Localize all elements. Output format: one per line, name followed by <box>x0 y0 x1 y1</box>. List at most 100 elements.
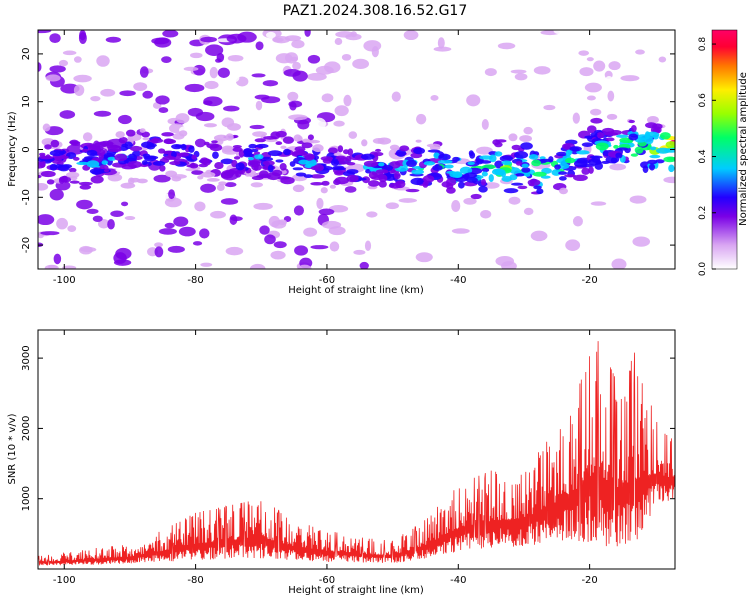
heatmap-cell <box>73 74 92 83</box>
heatmap-cell <box>523 207 534 216</box>
heatmap-cell <box>426 143 441 148</box>
heatmap-cell <box>334 37 343 46</box>
heatmap-cell <box>536 188 544 195</box>
heatmap-cell <box>200 36 218 43</box>
heatmap-cell <box>658 56 667 63</box>
heatmap-cell <box>451 228 470 234</box>
heatmap-cell <box>389 144 400 151</box>
heatmap-cell <box>605 137 615 142</box>
heatmap-cell <box>272 37 284 43</box>
heatmap-cell <box>423 161 436 166</box>
heatmap-cell <box>332 165 345 170</box>
heatmap-cell <box>375 169 389 174</box>
heatmap-cell <box>377 137 392 145</box>
colorbar-tick-label: 0.8 <box>698 37 708 52</box>
spectrogram-y-label: Frequency (Hz) <box>7 111 18 187</box>
heatmap-cell <box>124 215 136 221</box>
heatmap-cell <box>423 181 429 187</box>
heatmap-cell <box>57 164 70 172</box>
spectrogram-blobs <box>38 30 675 269</box>
heatmap-cell <box>590 108 602 116</box>
heatmap-cell <box>645 131 660 138</box>
heatmap-cell <box>263 135 277 140</box>
heatmap-cell <box>652 123 663 130</box>
heatmap-cell <box>46 179 55 185</box>
heatmap-cell <box>297 264 312 269</box>
heatmap-cell <box>79 184 92 190</box>
heatmap-cell <box>49 33 61 44</box>
heatmap-cell <box>201 171 216 178</box>
heatmap-cell <box>628 119 635 124</box>
heatmap-cell <box>501 175 513 182</box>
heatmap-cell <box>569 146 582 152</box>
heatmap-cell <box>588 166 594 174</box>
heatmap-cell <box>343 94 352 107</box>
heatmap-cell <box>224 182 237 188</box>
heatmap-cell <box>293 134 302 142</box>
heatmap-cell <box>625 226 633 237</box>
heatmap-cell <box>288 100 303 108</box>
heatmap-cell <box>165 170 178 178</box>
heatmap-cell <box>251 73 266 78</box>
heatmap-cell <box>307 134 314 141</box>
heatmap-cell <box>647 116 659 124</box>
heatmap-cell <box>391 91 401 102</box>
heatmap-cell <box>589 155 603 159</box>
heatmap-cell <box>368 180 380 187</box>
heatmap-cell <box>42 123 51 132</box>
heatmap-cell <box>525 119 541 126</box>
heatmap-cell <box>398 198 418 203</box>
heatmap-cell <box>100 88 116 97</box>
heatmap-cell <box>328 226 346 236</box>
heatmap-cell <box>62 265 77 269</box>
heatmap-cell <box>194 201 206 212</box>
heatmap-cell <box>444 164 454 169</box>
colorbar-gradient <box>711 29 738 270</box>
heatmap-cell <box>464 172 478 179</box>
heatmap-cell <box>120 182 136 189</box>
heatmap-cell <box>209 66 218 79</box>
heatmap-cell <box>509 167 521 175</box>
heatmap-cell <box>44 264 59 269</box>
heatmap-cell <box>635 49 645 55</box>
heatmap-cell <box>556 151 568 157</box>
heatmap-cell <box>202 158 212 166</box>
heatmap-cell <box>161 132 174 137</box>
heatmap-cell <box>198 163 208 168</box>
heatmap-cell <box>268 215 281 228</box>
heatmap-cell <box>232 144 242 149</box>
heatmap-cell <box>667 156 675 161</box>
heatmap-cell <box>302 153 315 161</box>
heatmap-cell <box>557 127 566 139</box>
heatmap-cell <box>530 230 548 242</box>
heatmap-cell <box>233 156 241 160</box>
heatmap-cell <box>133 82 148 91</box>
heatmap-cell <box>334 170 345 176</box>
heatmap-cell <box>437 159 453 164</box>
heatmap-cell <box>346 174 359 183</box>
heatmap-cell <box>467 161 475 165</box>
heatmap-cell <box>488 174 494 182</box>
heatmap-cell <box>163 138 174 145</box>
heatmap-cell <box>411 169 425 175</box>
heatmap-cell <box>360 153 375 160</box>
heatmap-cell <box>329 184 336 189</box>
heatmap-cell <box>249 263 266 269</box>
heatmap-cell <box>142 153 151 158</box>
heatmap-cell <box>385 202 400 210</box>
heatmap-cell <box>248 143 257 149</box>
heatmap-cell <box>292 61 301 71</box>
heatmap-cell <box>494 151 503 157</box>
heatmap-cell <box>188 145 195 153</box>
heatmap-cell <box>169 161 181 166</box>
heatmap-cell <box>528 154 539 160</box>
heatmap-cell <box>45 74 61 82</box>
heatmap-cell <box>508 133 518 142</box>
heatmap-cell <box>86 208 99 214</box>
heatmap-cell <box>69 180 80 184</box>
heatmap-cell <box>659 132 671 140</box>
snr-y-label: SNR (10 * v/v) <box>7 413 18 484</box>
heatmap-cell <box>594 162 604 170</box>
heatmap-cell <box>227 54 244 62</box>
heatmap-cell <box>264 234 276 245</box>
